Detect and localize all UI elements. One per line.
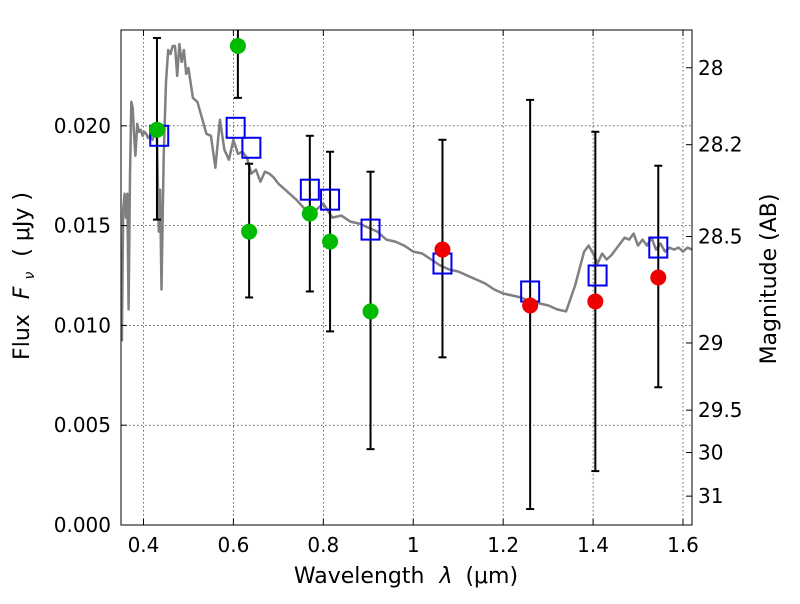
model-square <box>648 236 669 259</box>
right-axis-label: Magnitude (AB) <box>757 194 782 365</box>
red-point <box>522 297 539 314</box>
y-axis-label-symbol: F <box>10 286 35 299</box>
red-point <box>434 241 451 258</box>
green-point <box>241 223 258 240</box>
y-tick-label: 0.015 <box>54 214 111 238</box>
green-point <box>322 233 339 250</box>
y-tick-label: 0.000 <box>54 513 111 537</box>
x-axis-label-symbol: λ <box>438 564 452 589</box>
error-bars <box>152 30 663 511</box>
y-tick-label: 0.005 <box>54 413 111 437</box>
green-point <box>362 303 379 320</box>
spectrum-line <box>120 42 693 342</box>
data-points <box>148 37 667 320</box>
x-tick-label: 0.6 <box>217 533 249 557</box>
red-point <box>587 293 604 310</box>
y-tick-label: 0.010 <box>54 313 111 337</box>
x-axis-label: Wavelength λ (μm) <box>294 564 518 589</box>
spectrum-series <box>120 42 693 342</box>
mag-tick-label: 31 <box>698 484 723 508</box>
y-axis-label-unit: ( μJy ) <box>10 192 35 257</box>
mag-tick-label: 28.5 <box>698 224 743 248</box>
red-point <box>650 269 667 286</box>
plot-frame <box>120 29 693 526</box>
model-square <box>299 178 320 201</box>
model-square <box>225 116 246 139</box>
x-tick-label: 1.2 <box>487 533 519 557</box>
model-square <box>587 264 608 287</box>
y-axis-label-text: Flux <box>10 314 35 360</box>
x-axis-label-unit: (μm) <box>465 564 518 589</box>
green-point <box>301 205 318 222</box>
x-tick-label: 0.8 <box>307 533 339 557</box>
x-tick-label: 1.6 <box>667 533 699 557</box>
x-tick-label: 1.4 <box>577 533 609 557</box>
x-tick-label: 0.4 <box>128 533 160 557</box>
mag-tick-label: 29.5 <box>698 398 743 422</box>
x-axis-label-text: Wavelength <box>294 564 425 589</box>
model-square <box>360 218 381 241</box>
mag-tick-label: 30 <box>698 441 723 465</box>
model-square <box>241 136 262 159</box>
model-square <box>320 188 341 211</box>
y-axis-label: Flux F ν ( μJy ) <box>10 192 40 360</box>
green-point <box>148 121 165 138</box>
axis-ticks: 0.4 0.6 0.8 1 1.2 1.4 1.6 0.000 0.005 0.010 0.015 0… <box>54 30 743 557</box>
mag-tick-label: 28.2 <box>698 133 743 157</box>
green-point <box>229 37 246 54</box>
mag-tick-label: 29 <box>698 331 723 355</box>
y-tick-label: 0.020 <box>54 114 111 138</box>
model-series <box>149 116 669 303</box>
mag-tick-label: 28 <box>698 56 723 80</box>
y-axis-label-subscript: ν <box>22 272 38 280</box>
x-tick-label: 1 <box>407 533 420 557</box>
